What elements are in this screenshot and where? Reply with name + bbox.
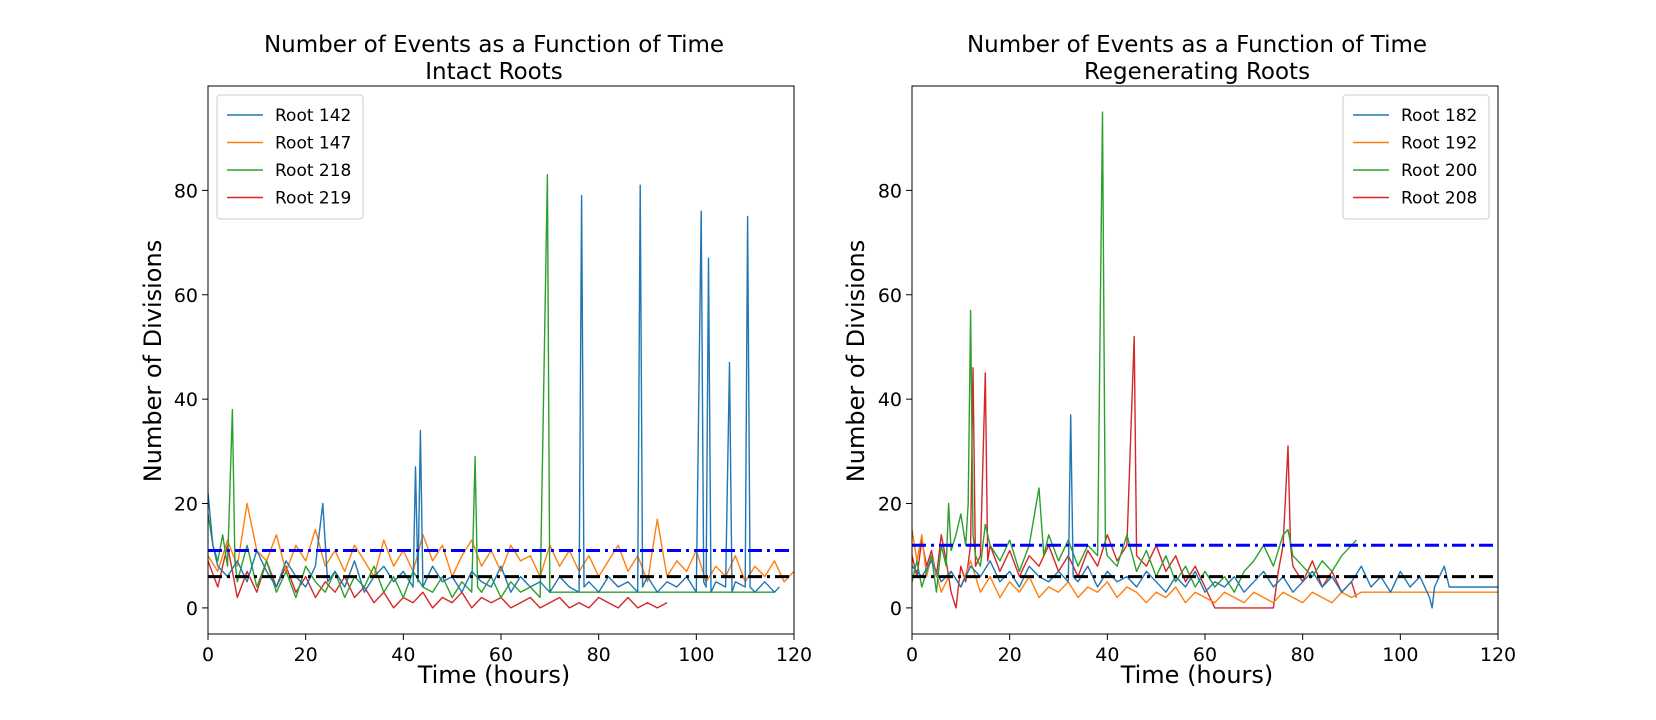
series-line-root-142	[208, 184, 780, 593]
legend-label: Root 192	[1401, 134, 1477, 154]
legend-label: Root 200	[1401, 161, 1477, 181]
y-tick-label: 20	[174, 494, 198, 516]
y-tick-label: 60	[878, 285, 902, 307]
legend-label: Root 218	[275, 161, 351, 181]
chart-title: Number of Events as a Function of Time	[967, 32, 1427, 58]
series-line-root-208	[912, 335, 1358, 609]
intact-roots-panel: Number of Events as a Function of Time I…	[139, 32, 812, 689]
x-tick-label: 20	[998, 644, 1022, 666]
x-tick-label: 40	[391, 644, 415, 666]
legend: Root 142 Root 147 Root 218 Root 219	[216, 94, 364, 220]
x-tick-label: 120	[776, 644, 812, 666]
series-line-root-218	[208, 174, 775, 599]
legend-box	[216, 94, 364, 220]
plot-area	[208, 174, 794, 609]
y-tick-label: 40	[174, 389, 198, 411]
x-tick-label: 60	[1193, 644, 1217, 666]
x-tick-label: 20	[294, 644, 318, 666]
legend-label: Root 219	[275, 189, 351, 209]
y-tick-label: 0	[186, 598, 198, 620]
y-tick-label: 60	[174, 285, 198, 307]
x-tick-label: 0	[906, 644, 918, 666]
series-line-root-200	[912, 111, 1357, 593]
x-tick-label: 60	[489, 644, 513, 666]
x-tick-label: 80	[1291, 644, 1315, 666]
legend-box	[1342, 94, 1490, 220]
x-tick-label: 100	[1382, 644, 1418, 666]
y-tick-label: 80	[174, 180, 198, 202]
y-tick-label: 20	[878, 494, 902, 516]
legend-label: Root 147	[275, 134, 351, 154]
series-line-root-219	[208, 544, 668, 609]
legend-label: Root 208	[1401, 189, 1477, 209]
legend-label: Root 142	[275, 106, 351, 126]
y-tick-label: 40	[878, 389, 902, 411]
plot-area	[912, 111, 1498, 609]
legend-label: Root 182	[1401, 106, 1477, 126]
x-axis-label: Time (hours)	[1120, 661, 1274, 689]
chart-title: Number of Events as a Function of Time	[264, 32, 724, 58]
x-tick-label: 0	[202, 644, 214, 666]
x-tick-label: 120	[1480, 644, 1516, 666]
legend: Root 182 Root 192 Root 200 Root 208	[1342, 94, 1490, 220]
series-line-root-182	[912, 414, 1498, 609]
regenerating-roots-panel: Number of Events as a Function of Time R…	[842, 32, 1516, 689]
y-axis-label: Number of Divisions	[842, 240, 870, 482]
chart-subtitle: Regenerating Roots	[1084, 59, 1310, 85]
y-axis-label: Number of Divisions	[139, 240, 167, 482]
y-tick-label: 0	[890, 598, 902, 620]
x-tick-label: 80	[587, 644, 611, 666]
chart-subtitle: Intact Roots	[425, 59, 563, 85]
x-tick-label: 100	[678, 644, 714, 666]
x-tick-label: 40	[1095, 644, 1119, 666]
x-axis-label: Time (hours)	[417, 661, 571, 689]
y-tick-label: 80	[878, 180, 902, 202]
